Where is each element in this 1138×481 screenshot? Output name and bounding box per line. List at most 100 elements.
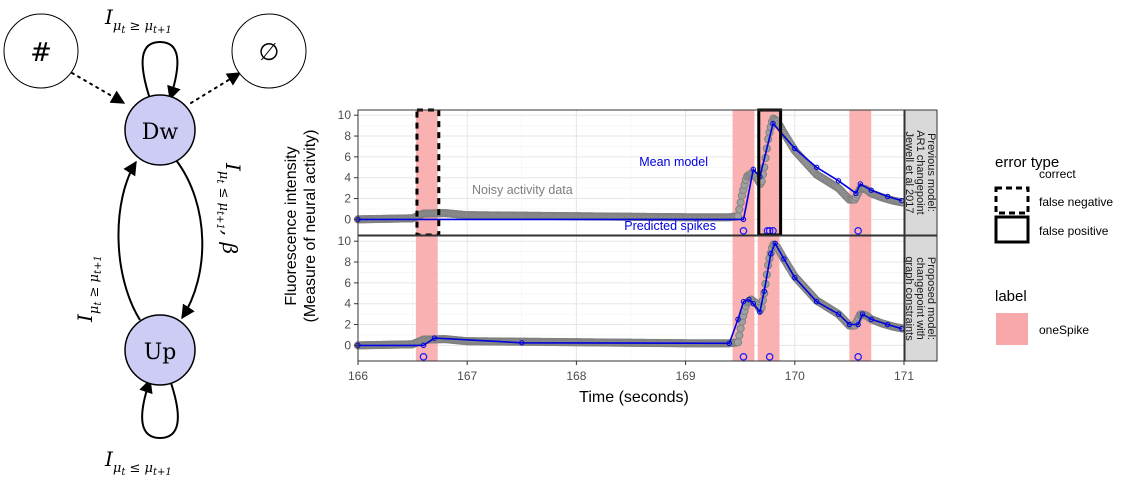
predicted-spike-marker	[854, 353, 862, 361]
model-point	[750, 301, 757, 307]
predicted-spike-marker	[765, 353, 774, 361]
panel-proposed-model: 0 2 4 6 8 10 Proposed model:changepoint withgr…	[338, 234, 938, 362]
model-point	[859, 311, 866, 317]
label-region-onespike	[415, 236, 438, 361]
mean-model-line	[358, 241, 903, 347]
sub-3b: t	[93, 301, 104, 306]
legend-entry-onespike: oneSpike	[1039, 323, 1089, 337]
sub-1c: ≥ μ	[125, 19, 153, 34]
facet-strip-line: graph constraints	[903, 256, 915, 341]
predicted-spike-marker	[854, 227, 862, 235]
model-point	[420, 342, 427, 349]
edge-label-down-self: Iμt ≥ μt+1	[104, 5, 172, 36]
model-point	[746, 296, 752, 303]
data-point	[735, 205, 744, 214]
annotation-noisy-activity: Noisy activity data	[472, 183, 573, 197]
edge-hash-to-down	[71, 72, 126, 104]
sub-1d: t+1	[153, 25, 172, 36]
edge-down-to-empty	[190, 72, 242, 104]
sub-4e: , β	[218, 230, 242, 254]
x-tick-label: 170	[785, 369, 805, 383]
model-point	[761, 288, 767, 294]
y-tick-label: 4	[344, 297, 351, 311]
node-hash-label: #	[30, 38, 52, 68]
legend: error type correct false negative false …	[994, 154, 1113, 345]
sub-2b: t	[121, 467, 126, 478]
y-tick-label: 10	[338, 234, 352, 248]
model-point	[768, 251, 774, 257]
label-region-onespike	[415, 110, 438, 235]
model-point	[770, 120, 776, 127]
y-tick-label: 0	[344, 212, 351, 226]
y-tick-label: 4	[344, 171, 351, 185]
legend-entry-false-positive: false positive	[1039, 224, 1109, 238]
y-tick-label: 8	[344, 129, 351, 143]
edge-label-up-to-down: Iμt ≥ μt+1	[73, 255, 104, 323]
sub-2c: ≤ μ	[125, 461, 153, 476]
y-axis-label-line-1: Fluorescence intensity	[283, 146, 300, 305]
label-region-onespike	[849, 110, 872, 235]
x-tick-label: 167	[457, 369, 477, 383]
model-point	[781, 256, 787, 262]
model-point	[750, 166, 757, 173]
y-tick-label: 6	[344, 150, 351, 164]
predicted-spike-marker	[739, 227, 748, 235]
y-tick-label: 8	[344, 255, 351, 269]
model-point	[813, 298, 820, 305]
y-tick-label: 2	[344, 192, 351, 206]
model-point	[835, 178, 842, 184]
node-up-label: Up	[144, 340, 177, 365]
facet-strip-line: Previous model:	[925, 133, 937, 212]
x-tick-label: 168	[566, 369, 586, 383]
edge-label-down-to-up: Iμt ≤ μt+1, β	[214, 162, 245, 254]
legend-title-error-type: error type	[995, 154, 1059, 171]
legend-entry-correct: correct	[1039, 167, 1076, 181]
facet-strip-line: changepoint with	[914, 257, 926, 340]
data-point	[736, 324, 745, 333]
svg-text:Iμt ≥ μt+1: Iμt ≥ μt+1	[73, 255, 104, 323]
node-down: Dw	[124, 94, 196, 166]
model-point	[868, 316, 874, 323]
sub-4d: t+1	[214, 211, 225, 230]
x-tick-label: 166	[348, 369, 368, 383]
sub-3: μ	[87, 306, 102, 314]
model-point	[792, 145, 798, 152]
legend-title-label: label	[995, 288, 1027, 305]
data-point	[736, 198, 745, 207]
facet-strip	[904, 235, 938, 362]
legend-key-false-positive	[994, 215, 1030, 244]
model-point	[868, 187, 874, 193]
state-diagram: # ∅ Dw Up Iμt ≥ μt+1 Iμt ≤ μt+1 Iμt ≥ μt…	[3, 5, 307, 478]
node-down-label: Dw	[142, 120, 179, 145]
predicted-spike-marker	[419, 353, 428, 361]
model-point	[884, 321, 891, 328]
legend-entry-false-negative: false negative	[1039, 195, 1113, 209]
model-point	[740, 216, 747, 223]
model-point	[792, 274, 798, 281]
facet-strip	[904, 109, 938, 236]
panel-border	[357, 109, 905, 236]
edge-label-up-self: Iμt ≤ μt+1	[104, 447, 172, 478]
model-point	[726, 340, 732, 346]
svg-text:Iμt ≤ μt+1, β: Iμt ≤ μt+1, β	[214, 162, 245, 254]
legend-key-onespike	[996, 313, 1028, 345]
model-point	[740, 298, 747, 305]
sub-3c: ≥ μ	[87, 274, 102, 302]
node-hash: #	[3, 13, 79, 89]
model-point	[846, 321, 853, 328]
model-point	[855, 321, 861, 328]
node-empty-label: ∅	[259, 38, 280, 66]
label-region-onespike	[757, 236, 780, 361]
model-point	[857, 181, 864, 187]
model-point	[835, 311, 842, 317]
annotation-mean-model: Mean model	[639, 155, 708, 169]
y-axis-label: Fluorescence intensity (Measure of neura…	[283, 130, 319, 323]
edge-up-self-loop	[139, 378, 179, 440]
data-point	[733, 338, 743, 347]
model-point	[431, 335, 438, 341]
model-point	[884, 193, 891, 200]
y-axis-label-line-2: (Measure of neural activity)	[302, 130, 319, 323]
model-point	[735, 316, 741, 323]
y-tick-label: 0	[344, 338, 351, 352]
